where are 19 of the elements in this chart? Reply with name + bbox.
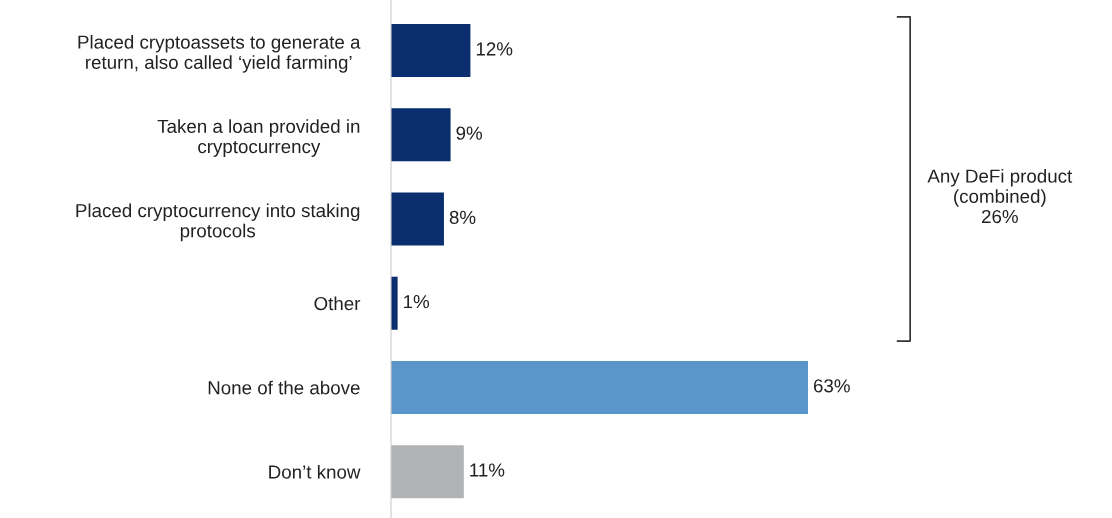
bar xyxy=(391,445,464,499)
bar xyxy=(391,192,444,246)
y-tick-label: Don’t know xyxy=(269,464,361,479)
data-label: 8% xyxy=(449,210,476,225)
y-tick-label: Placed cryptoassets to generate a return, also called ‘yield farming’ xyxy=(78,35,361,73)
y-tick-label: None of the above xyxy=(208,380,360,395)
bar xyxy=(391,360,808,414)
data-label: 9% xyxy=(456,126,483,140)
data-label: 1% xyxy=(404,295,430,309)
y-tick-label: Other xyxy=(314,296,361,311)
bar xyxy=(391,24,471,78)
data-label: 12% xyxy=(476,42,513,56)
text: Any DeFi product (combined) 26% xyxy=(927,169,1073,224)
data-label: 11% xyxy=(470,463,505,477)
bar xyxy=(391,108,451,162)
y-tick-label: Placed cryptocurrency into staking protocols xyxy=(76,203,360,242)
data-label: 63% xyxy=(813,379,850,393)
y-tick-label: Taken a loan provided in cryptocurrency xyxy=(157,119,360,157)
bar xyxy=(391,276,398,330)
